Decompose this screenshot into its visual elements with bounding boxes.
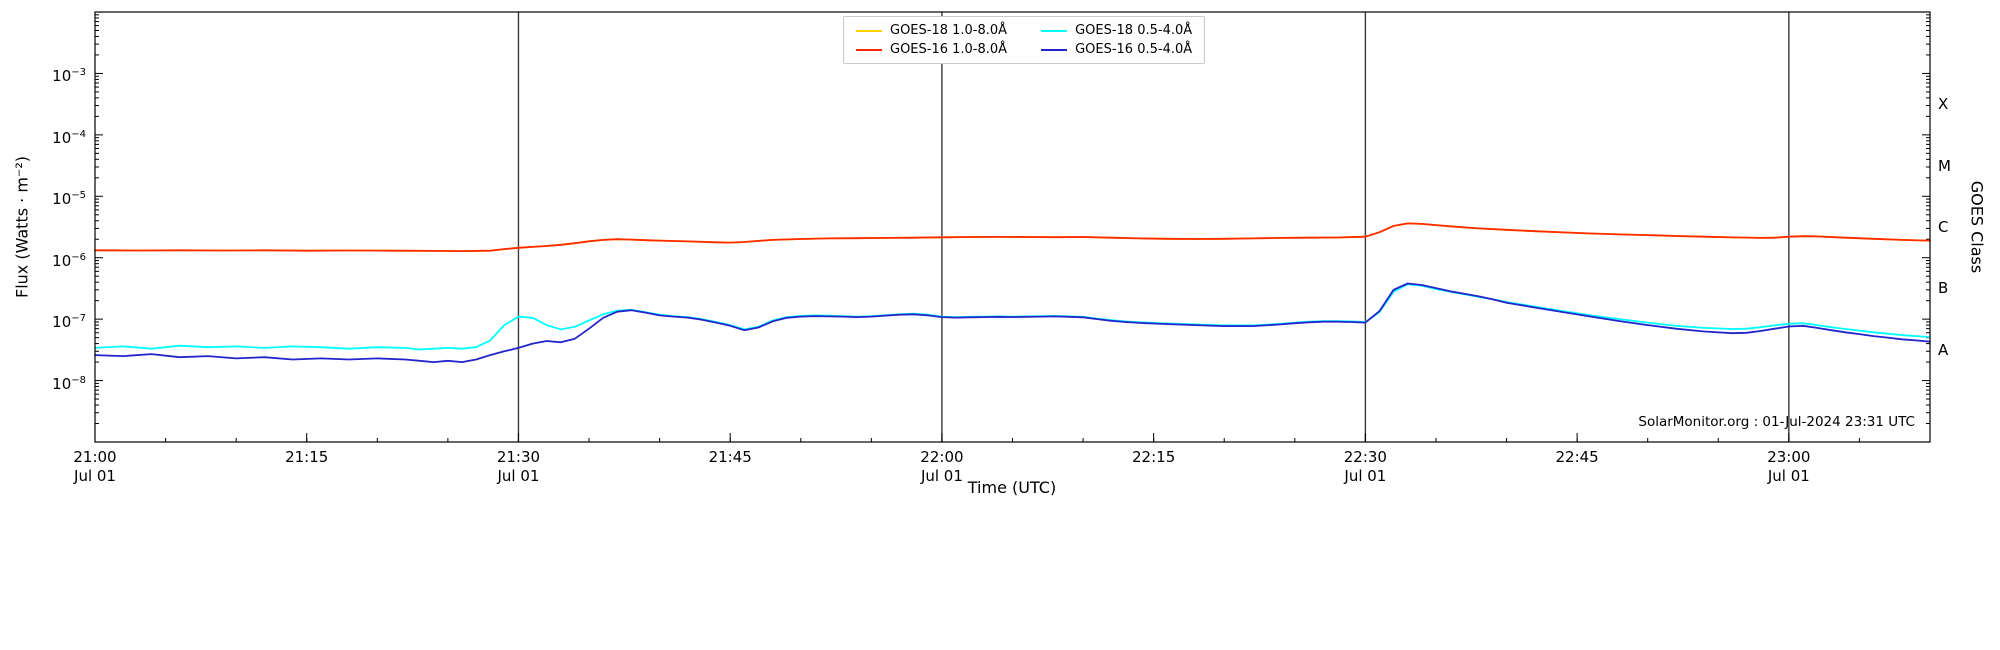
- x-axis-label: Time (UTC): [967, 478, 1057, 497]
- legend-item-goes16-long: GOES-16 1.0-8.0Å: [856, 42, 1007, 57]
- legend: GOES-18 1.0-8.0Å GOES-16 1.0-8.0Å GOES-18 …: [843, 16, 1206, 64]
- legend-item-goes18-long: GOES-18 1.0-8.0Å: [856, 23, 1007, 38]
- series-line-goes16-short: [94, 282, 1931, 364]
- y-axis-right-label: GOES Class: [1967, 180, 1987, 274]
- legend-item-label: GOES-16 1.0-8.0Å: [890, 42, 1008, 57]
- legend-item-label: GOES-18 0.5-4.0Å: [1075, 23, 1193, 38]
- legend-item-label: GOES-16 0.5-4.0Å: [1075, 42, 1193, 57]
- watermark-text: SolarMonitor.org : 01-Jul-2024 23:31 UTC: [1638, 414, 1915, 430]
- legend-item-label: GOES-18 1.0-8.0Å: [890, 23, 1008, 38]
- legend-item-goes16-short: GOES-16 0.5-4.0Å: [1041, 42, 1192, 57]
- legend-line-swatch: [1041, 48, 1068, 51]
- y-axis-label: Flux (Watts · m⁻²): [12, 155, 32, 299]
- series-line-goes16-long: [94, 222, 1931, 253]
- legend-item-goes18-short: GOES-18 0.5-4.0Å: [1041, 23, 1192, 38]
- legend-line-swatch: [856, 48, 882, 51]
- legend-line-swatch: [856, 29, 882, 32]
- legend-line-swatch: [1041, 29, 1068, 32]
- plot-frame: [94, 11, 1931, 443]
